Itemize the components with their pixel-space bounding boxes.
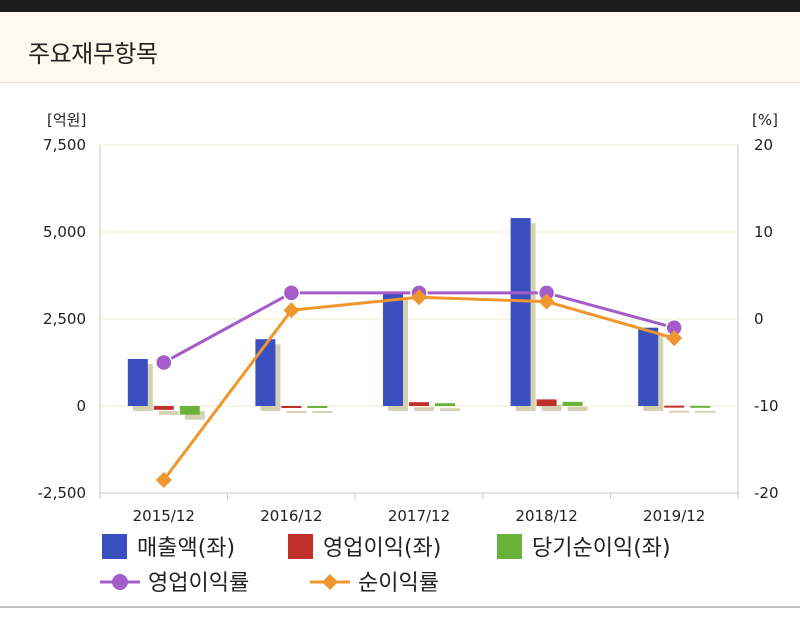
legend-label: 당기순이익(좌) (532, 536, 671, 561)
left-tick-label: 7,500 (43, 136, 86, 154)
right-tick-label: 0 (754, 310, 764, 328)
point-net-margin (538, 293, 555, 310)
bar-sales (510, 218, 531, 406)
legend-label: 영업이익(좌) (323, 536, 441, 561)
bar-sales (638, 327, 659, 406)
point-net-margin (155, 471, 172, 488)
bar-net-income (690, 405, 711, 408)
bar-net-income (307, 406, 328, 408)
bar-net-income (562, 401, 583, 406)
bar-operating-profit (536, 399, 557, 406)
bar-operating-profit (664, 405, 685, 408)
bar-operating-profit (281, 406, 302, 408)
panel-title: 주요재무항목 (28, 40, 158, 68)
panel-header: 주요재무항목 (0, 12, 800, 83)
x-tick-label: 2017/12 (388, 507, 450, 525)
point-net-margin (283, 302, 300, 319)
bar-shadow (312, 411, 333, 413)
bar-shadow (695, 410, 716, 413)
x-tick-label: 2015/12 (133, 507, 195, 525)
point-net-margin (411, 289, 427, 306)
left-tick-label: -2,500 (38, 484, 86, 502)
x-tick-label: 2018/12 (515, 507, 577, 525)
right-axis-unit-label: [%] (752, 111, 778, 129)
legend-label: 매출액(좌) (137, 536, 235, 561)
legend-swatch (497, 534, 522, 559)
x-tick-label: 2016/12 (260, 507, 322, 525)
legend-swatch (288, 534, 313, 559)
point-operating-margin (155, 353, 173, 372)
bar-operating-profit (153, 406, 174, 410)
bottom-rule (0, 606, 800, 608)
left-axis-unit-label: [억원] (47, 111, 86, 129)
right-tick-label: -20 (754, 484, 779, 502)
bar-net-income (435, 403, 455, 406)
left-tick-label: 0 (76, 397, 86, 415)
legend-swatch (102, 534, 127, 559)
legend-label: 순이익률 (358, 571, 439, 596)
left-tick-label: 2,500 (43, 310, 86, 328)
legend-marker (322, 574, 338, 590)
bar-shadow (440, 408, 460, 411)
bar-shadow (567, 406, 588, 411)
point-net-margin (666, 330, 683, 347)
bar-sales (127, 359, 148, 406)
bar-shadow (286, 411, 307, 413)
bar-sales (255, 339, 276, 406)
bar-shadow (158, 411, 179, 415)
bar-shadow (669, 410, 690, 413)
right-tick-label: 20 (754, 136, 773, 154)
bar-sales (383, 292, 403, 406)
bar-shadow (414, 407, 434, 411)
bar-shadow (184, 411, 205, 420)
x-tick-label: 2019/12 (643, 507, 705, 525)
bar-net-income (179, 406, 200, 415)
right-tick-label: -10 (754, 397, 779, 415)
line-net-margin (162, 295, 675, 481)
point-operating-margin (282, 284, 301, 302)
left-tick-label: 5,000 (43, 223, 86, 241)
legend-label: 영업이익률 (148, 571, 249, 596)
legend-marker (112, 574, 128, 590)
top-rule (0, 0, 800, 12)
right-tick-label: 10 (754, 223, 773, 241)
bar-operating-profit (409, 402, 429, 406)
bar-shadow (541, 404, 562, 411)
